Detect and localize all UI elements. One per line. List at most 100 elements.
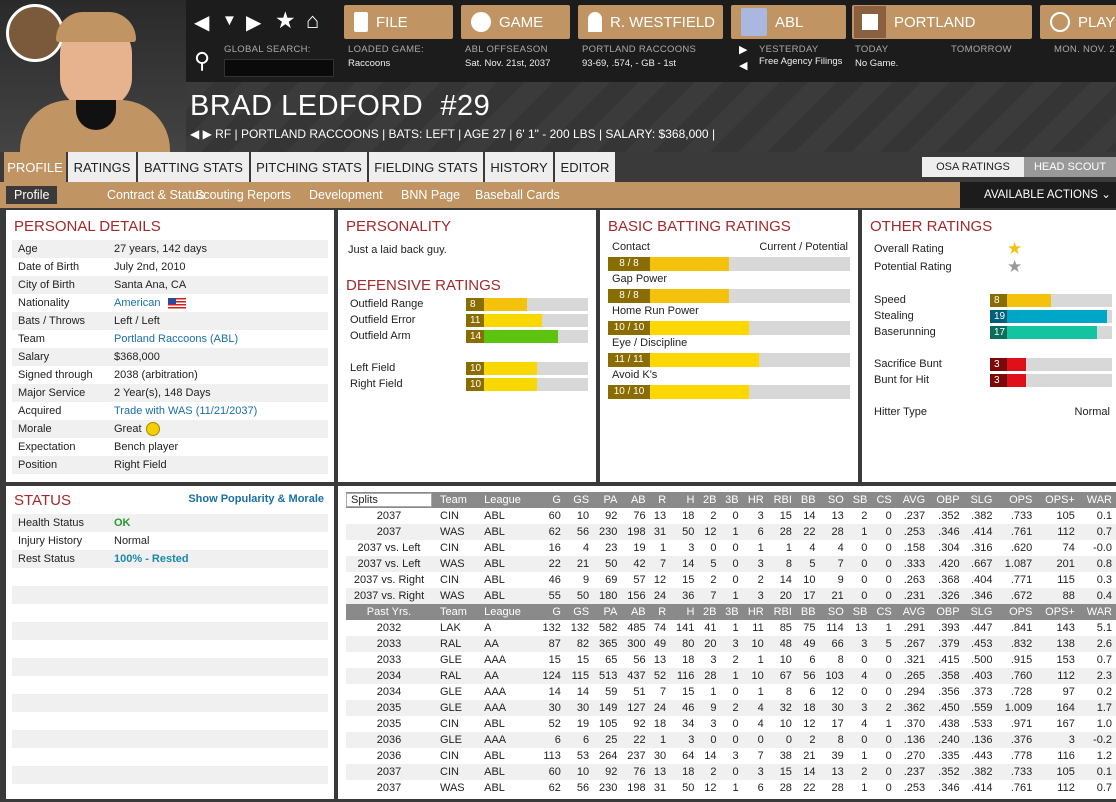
column-header[interactable]: League	[480, 492, 537, 508]
stats-row[interactable]: 2036 GLE AAA 6 6 25 22 1 3 0 0 0 0 2 8 0 0.136.240.136.3…	[346, 732, 1116, 748]
show-popularity-morale-link[interactable]: Show Popularity & Morale	[188, 493, 324, 505]
column-header[interactable]: AB	[621, 604, 650, 620]
splits-select[interactable]: Splits	[346, 492, 436, 508]
column-header[interactable]: AVG	[895, 604, 930, 620]
stats-row[interactable]: 2037 vs. Left WAS ABL 22 21 50 42 7 14 5 0 3 8 5 7 0 0.3…	[346, 556, 1116, 572]
team-button[interactable]: PORTLAND	[852, 5, 1032, 39]
stats-row[interactable]: 2034 GLE AAA 14 14 59 51 7 15 1 0 1 8 6 12 0 0 .294 .356 .3…	[346, 684, 1116, 700]
stats-row[interactable]: 2035 CIN ABL 52 19 105 92 18 34 3 0 4 10 12 17 4 1 .370 .4…	[346, 716, 1116, 732]
dropdown-arrow-icon[interactable]: ▼	[222, 12, 237, 29]
stats-row[interactable]: 2035 GLE AAA 30 30 149 127 24 46 9 2 4 32 18 30 3 2.362.…	[346, 700, 1116, 716]
column-header[interactable]: Team	[436, 492, 481, 508]
column-header[interactable]: League	[480, 604, 537, 620]
stats-row[interactable]: 2037 CIN ABL 60 10 92 76 13 18 2 0 3 15 14 13 2 0.237.35…	[346, 764, 1116, 780]
forward-arrow-icon[interactable]: ▶	[246, 12, 262, 34]
manager-button[interactable]: R. WESTFIELD	[578, 5, 723, 39]
stats-row[interactable]: 2033 GLE AAA 15 15 65 56 13 18 3 2 1 10 6 8 0 0 .321 .415.…	[346, 652, 1116, 668]
stats-row[interactable]: 2037 vs. Right CIN ABL 46 9 69 57 12 15 2 0 2 14 10 9 0…	[346, 572, 1116, 588]
column-header[interactable]: PA	[593, 492, 622, 508]
column-header[interactable]: CS	[871, 604, 896, 620]
stats-row[interactable]: 2032 LAK A 132 132 582 485 74 141 41 1 11 85 75 114 13 1…	[346, 620, 1116, 636]
column-header[interactable]: R	[649, 604, 671, 620]
detail-value[interactable]: American	[114, 297, 161, 309]
column-header[interactable]: OPS+	[1036, 492, 1079, 508]
tab-pitching-stats[interactable]: PITCHING STATS	[251, 152, 367, 182]
column-header[interactable]: G	[536, 492, 565, 508]
column-header[interactable]: AVG	[895, 492, 930, 508]
tab-editor[interactable]: EDITOR	[555, 152, 615, 182]
column-header[interactable]: HR	[742, 604, 768, 620]
subtab-scouting-reports[interactable]: Scouting Reports	[195, 188, 291, 202]
tab-ratings[interactable]: RATINGS	[68, 152, 136, 182]
stats-row[interactable]: 2037 WAS ABL 62 56 230 198 31 50 12 1 6 28 22 28 1 0.253…	[346, 524, 1116, 540]
yesterday-value[interactable]: Free Agency Filings	[759, 56, 843, 67]
game-button[interactable]: GAME	[461, 5, 570, 39]
subtab-bnn-page[interactable]: BNN Page	[401, 188, 461, 202]
column-header[interactable]: 2B	[698, 492, 721, 508]
play-button[interactable]: PLAY	[1040, 5, 1116, 39]
home-icon[interactable]: ⌂	[306, 8, 320, 33]
column-header[interactable]: RBI	[767, 492, 796, 508]
stats-row[interactable]: 2037 vs. Left CIN ABL 16 4 23 19 1 3 0 0 1 1 4 4 0 0 .158…	[346, 540, 1116, 556]
detail-value[interactable]: Trade with WAS (11/21/2037)	[114, 405, 258, 417]
column-header[interactable]: BB	[795, 604, 820, 620]
column-header[interactable]: SB	[847, 492, 872, 508]
column-header[interactable]: OPS	[996, 492, 1037, 508]
file-button[interactable]: FILE	[344, 5, 453, 39]
search-icon[interactable]: ⚲	[194, 48, 211, 73]
column-header[interactable]: HR	[742, 492, 768, 508]
osa-ratings-toggle[interactable]: OSA RATINGS	[922, 157, 1024, 177]
detail-value[interactable]: Portland Raccoons (ABL)	[114, 333, 239, 345]
column-header[interactable]: 3B	[720, 492, 743, 508]
column-header[interactable]: OBP	[929, 492, 964, 508]
prev-player-icon[interactable]: ◀	[190, 127, 200, 141]
column-header[interactable]: AB	[621, 492, 650, 508]
tab-batting-stats[interactable]: BATTING STATS	[138, 152, 249, 182]
column-header[interactable]: SO	[819, 604, 848, 620]
column-header[interactable]: SLG	[963, 604, 997, 620]
global-search-input[interactable]	[224, 59, 334, 77]
back-arrow-icon[interactable]: ◀	[194, 12, 210, 34]
available-actions-button[interactable]: AVAILABLE ACTIONS ⌄	[960, 182, 1116, 208]
subtab-profile[interactable]: Profile	[6, 186, 58, 204]
column-header[interactable]: 3B	[720, 604, 743, 620]
subtab-development[interactable]: Development	[309, 188, 383, 202]
column-header[interactable]: H	[670, 492, 699, 508]
column-header[interactable]: OPS+	[1036, 604, 1079, 620]
column-header[interactable]: BB	[795, 492, 820, 508]
column-header[interactable]: SLG	[963, 492, 997, 508]
column-header[interactable]: OPS	[996, 604, 1037, 620]
column-header[interactable]: WAR	[1078, 604, 1116, 620]
column-header[interactable]: GS	[564, 604, 594, 620]
stats-row[interactable]: 2036 CIN ABL 113 53 264 237 30 64 14 3 7 38 21 39 1 0 .27…	[346, 748, 1116, 764]
column-header[interactable]: SB	[847, 604, 872, 620]
column-header[interactable]: H	[670, 604, 699, 620]
tab-profile[interactable]: PROFILE	[4, 152, 66, 182]
head-scout-toggle[interactable]: HEAD SCOUT	[1024, 157, 1116, 177]
star-icon[interactable]: ★	[275, 7, 296, 33]
tab-fielding-stats[interactable]: FIELDING STATS	[369, 152, 483, 182]
column-header[interactable]: OBP	[929, 604, 964, 620]
subtab-contract-status[interactable]: Contract & Status	[107, 188, 205, 202]
stats-row[interactable]: 2033 RAL AA 87 82 365 300 49 80 20 3 10 48 49 66 3 5.267…	[346, 636, 1116, 652]
subtab-baseball-cards[interactable]: Baseball Cards	[475, 188, 560, 202]
column-header[interactable]: GS	[564, 492, 594, 508]
column-header[interactable]: WAR	[1078, 492, 1116, 508]
prev-day-icon[interactable]: ◀	[739, 60, 748, 72]
stats-row[interactable]: 2037 vs. Right WAS ABL 55 50 180 156 24 36 7 1 3 20 1…	[346, 588, 1116, 604]
league-button[interactable]: ABL	[731, 5, 846, 39]
stats-row[interactable]: 2037 CIN ABL 60 10 92 76 13 18 2 0 3 15 14 13 2 0.237.35…	[346, 508, 1116, 524]
column-header[interactable]: PA	[593, 604, 622, 620]
column-header[interactable]: Team	[436, 604, 481, 620]
column-header[interactable]: G	[536, 604, 565, 620]
column-header[interactable]: 2B	[698, 604, 721, 620]
column-header[interactable]: CS	[871, 492, 896, 508]
column-header[interactable]: SO	[819, 492, 848, 508]
column-header[interactable]: RBI	[767, 604, 796, 620]
column-header[interactable]: R	[649, 492, 671, 508]
next-day-icon[interactable]: ▶	[739, 44, 748, 56]
tab-history[interactable]: HISTORY	[485, 152, 553, 182]
stats-row[interactable]: 2034 RAL AA 124 115 513 437 52 116 28 1 10 67 56 103 4 0…	[346, 668, 1116, 684]
stats-row[interactable]: 2037 WAS ABL 62 56 230 198 31 50 12 1 6 28 22 28 1 0.253…	[346, 780, 1116, 796]
next-player-icon[interactable]: ▶	[202, 127, 212, 141]
